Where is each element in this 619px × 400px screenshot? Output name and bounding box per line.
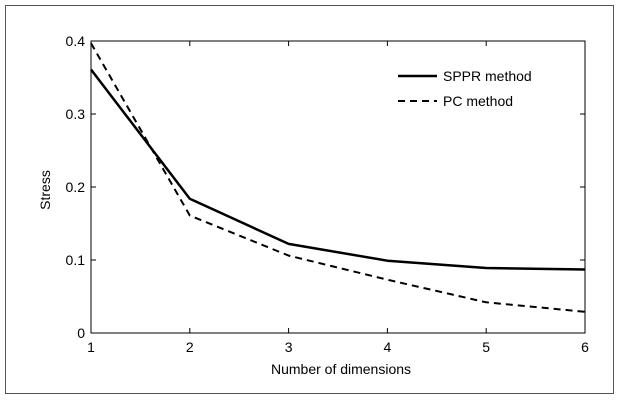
legend-label-sppr: SPPR method <box>443 68 532 84</box>
y-tick-label: 0.2 <box>66 179 86 195</box>
x-tick-label: 6 <box>581 339 589 355</box>
y-tick-label: 0.4 <box>66 33 86 49</box>
x-tick-label: 2 <box>186 339 194 355</box>
series-line-sppr <box>90 68 586 271</box>
figure-border <box>5 5 614 394</box>
x-axis: 1 2 3 4 5 6 <box>87 41 589 355</box>
legend-label-pc: PC method <box>443 93 513 109</box>
plot-frame <box>90 40 586 334</box>
y-tick-label: 0 <box>77 325 85 341</box>
x-tick-label: 3 <box>285 339 293 355</box>
x-axis-title: Number of dimensions <box>271 361 411 377</box>
x-tick-label: 1 <box>87 339 95 355</box>
x-tick-label: 4 <box>384 339 392 355</box>
y-axis: 0 0.1 0.2 0.3 0.4 <box>66 33 585 341</box>
series-group <box>90 42 586 313</box>
y-tick-label: 0.3 <box>66 106 86 122</box>
y-tick-label: 0.1 <box>66 252 86 268</box>
legend: SPPR method PC method <box>398 68 532 109</box>
y-axis-title: Stress <box>37 170 53 210</box>
x-tick-label: 5 <box>482 339 490 355</box>
